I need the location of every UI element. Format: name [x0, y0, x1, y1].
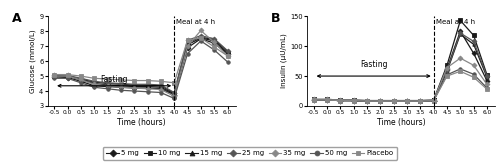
X-axis label: Time (hours): Time (hours): [117, 118, 166, 127]
Text: Meal at 4 h: Meal at 4 h: [436, 19, 474, 25]
Text: A: A: [12, 12, 22, 25]
X-axis label: Time (hours): Time (hours): [376, 118, 426, 127]
Y-axis label: Glucose (mmol/L): Glucose (mmol/L): [30, 29, 36, 93]
Text: Fasting: Fasting: [360, 60, 388, 69]
Text: Fasting: Fasting: [100, 74, 128, 83]
Text: Meal at 4 h: Meal at 4 h: [176, 19, 215, 25]
Legend: 5 mg, 10 mg, 15 mg, 25 mg, 35 mg, 50 mg, Placebo: 5 mg, 10 mg, 15 mg, 25 mg, 35 mg, 50 mg,…: [103, 147, 397, 160]
Y-axis label: Insulin (μU/mL): Insulin (μU/mL): [281, 34, 287, 89]
Text: B: B: [271, 12, 281, 25]
